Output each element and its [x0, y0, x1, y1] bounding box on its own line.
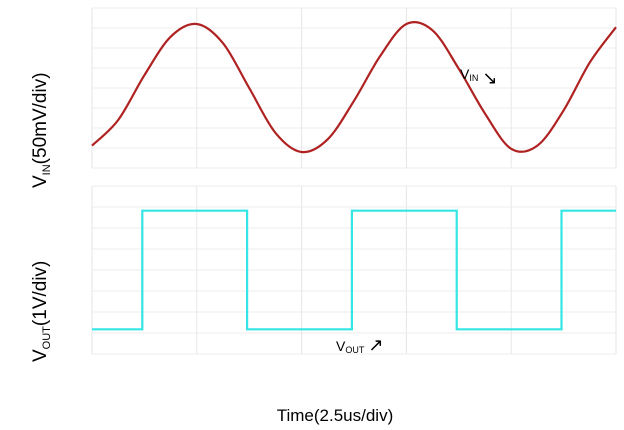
vout-annotation-sub: OUT	[345, 345, 365, 355]
vout-series-line	[92, 209, 616, 331]
vin-axis-label-rest: (50mV/div)	[30, 72, 51, 164]
vin-panel-grid	[91, 7, 617, 169]
vin-axis-label-main: V	[30, 175, 51, 188]
vout-annotation-arrow: ↗	[368, 335, 383, 355]
vout-panel-grid	[91, 185, 617, 355]
vin-axis-label-sub: IN	[41, 164, 53, 175]
vout-axis-label-sub: OUT	[41, 326, 53, 350]
vin-axis-label: VIN(50mV/div)	[30, 72, 53, 188]
vin-annotation: VIN ↘	[460, 66, 497, 88]
vout-axis-label-rest: (1V/div)	[30, 261, 51, 326]
vin-annotation-main: V	[460, 66, 470, 82]
vout-axis-label: VOUT(1V/div)	[30, 261, 53, 362]
vin-annotation-sub: IN	[469, 73, 478, 83]
vout-annotation-main: V	[336, 338, 346, 354]
vin-annotation-arrow: ↘	[482, 68, 497, 88]
vin-series-line	[91, 21, 617, 154]
x-axis-label: Time(2.5us/div)	[277, 406, 394, 425]
vout-annotation: VOUT ↗	[336, 335, 383, 355]
vout-axis-label-main: V	[30, 349, 51, 362]
